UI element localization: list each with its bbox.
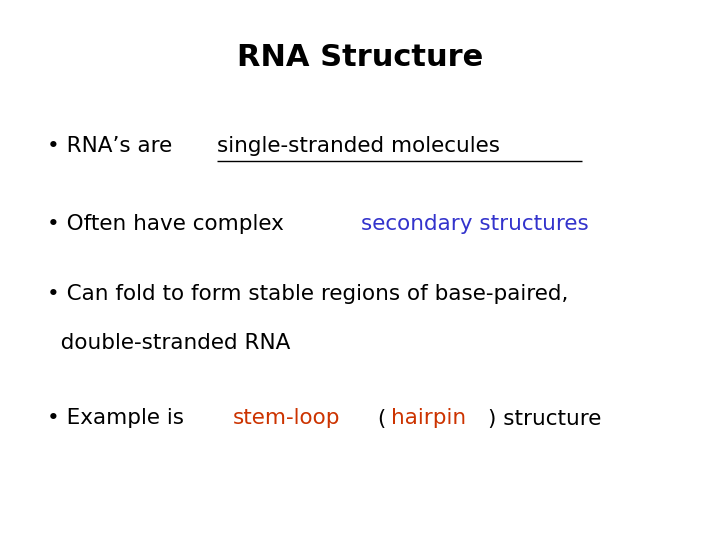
Text: single-stranded molecules: single-stranded molecules: [217, 136, 500, 156]
Text: (: (: [371, 408, 387, 429]
Text: RNA Structure: RNA Structure: [237, 43, 483, 72]
Text: secondary structures: secondary structures: [361, 214, 589, 234]
Text: ) structure: ) structure: [487, 408, 601, 429]
Text: • Can fold to form stable regions of base-paired,: • Can fold to form stable regions of bas…: [47, 284, 568, 305]
Text: double-stranded RNA: double-stranded RNA: [47, 333, 290, 353]
Text: stem-loop: stem-loop: [233, 408, 340, 429]
Text: • Often have complex: • Often have complex: [47, 214, 291, 234]
Text: hairpin: hairpin: [391, 408, 466, 429]
Text: • RNA’s are: • RNA’s are: [47, 136, 179, 156]
Text: • Example is: • Example is: [47, 408, 191, 429]
